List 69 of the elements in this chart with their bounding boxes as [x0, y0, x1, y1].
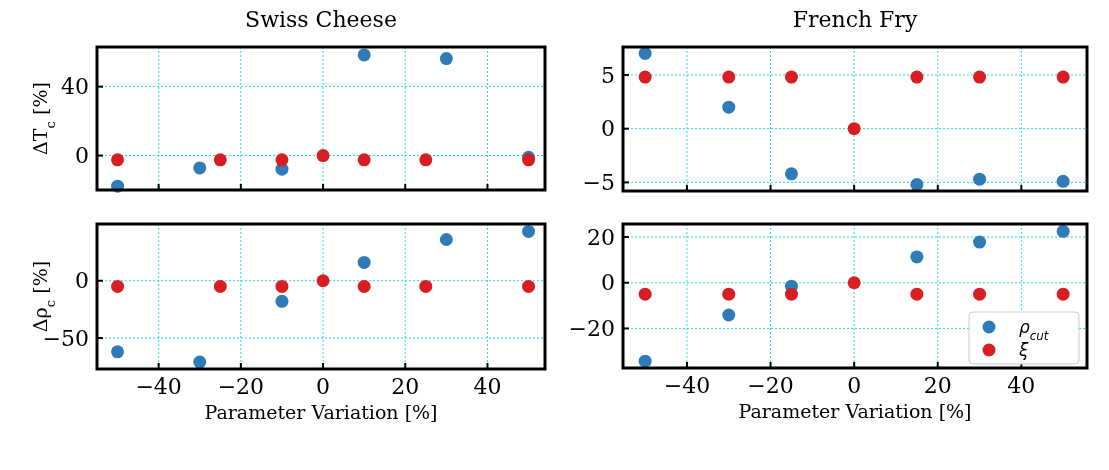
point — [638, 354, 652, 368]
point — [193, 161, 207, 175]
point — [357, 153, 371, 167]
x-tick-label: −40 — [663, 373, 711, 398]
y-tick-label: 20 — [587, 224, 615, 250]
point — [213, 153, 227, 167]
point — [316, 149, 330, 163]
point — [316, 274, 330, 288]
y-tick-label: 0 — [75, 268, 89, 294]
point — [357, 255, 371, 269]
point — [275, 294, 289, 308]
y-tick-label: 0 — [75, 143, 89, 169]
point — [522, 224, 536, 238]
x-tick-label: −20 — [747, 373, 794, 398]
point — [638, 287, 652, 301]
y-tick-label: 5 — [601, 62, 615, 88]
point — [1056, 174, 1070, 188]
point — [1056, 70, 1070, 84]
y-tick-label: 40 — [61, 74, 89, 100]
x-axis-title: Parameter Variation [%] — [204, 401, 438, 423]
point — [847, 276, 861, 290]
chart-title: French Fry — [792, 7, 918, 32]
point — [522, 279, 536, 293]
point — [213, 279, 227, 293]
y-tick-label: −5 — [582, 170, 615, 196]
x-axis-title: Parameter Variation [%] — [738, 400, 972, 422]
point — [439, 52, 453, 66]
point — [722, 308, 736, 322]
point — [784, 70, 798, 84]
x-tick-label: −20 — [217, 374, 265, 399]
point — [910, 70, 924, 84]
point — [275, 279, 289, 293]
point — [784, 287, 798, 301]
point — [193, 355, 207, 369]
point — [722, 287, 736, 301]
point — [973, 287, 987, 301]
x-tick-label: 0 — [847, 373, 862, 398]
x-tick-label: 40 — [473, 374, 502, 399]
y-tick-label: 0 — [601, 116, 615, 142]
point — [973, 172, 987, 186]
point — [357, 48, 371, 62]
point — [1056, 224, 1070, 238]
point — [722, 70, 736, 84]
point — [111, 279, 125, 293]
x-tick-label: 20 — [923, 373, 952, 398]
point — [847, 122, 861, 136]
point — [638, 70, 652, 84]
point — [910, 250, 924, 264]
point — [784, 167, 798, 181]
x-tick-label: 40 — [1007, 373, 1036, 398]
point — [111, 345, 125, 359]
point — [111, 153, 125, 167]
point — [419, 279, 433, 293]
y-tick-label: −20 — [568, 316, 615, 342]
point — [973, 235, 987, 249]
point — [439, 232, 453, 246]
point — [910, 178, 924, 192]
x-tick-label: −40 — [135, 374, 182, 399]
point — [973, 70, 987, 84]
y-tick-label: 0 — [601, 270, 615, 296]
point — [910, 287, 924, 301]
point — [1056, 287, 1070, 301]
x-tick-label: 0 — [316, 374, 331, 399]
chart-title: Swiss Cheese — [245, 7, 397, 32]
point — [275, 153, 289, 167]
x-tick-label: 20 — [391, 374, 420, 399]
point — [357, 279, 371, 293]
point — [722, 100, 736, 114]
point — [419, 153, 433, 167]
